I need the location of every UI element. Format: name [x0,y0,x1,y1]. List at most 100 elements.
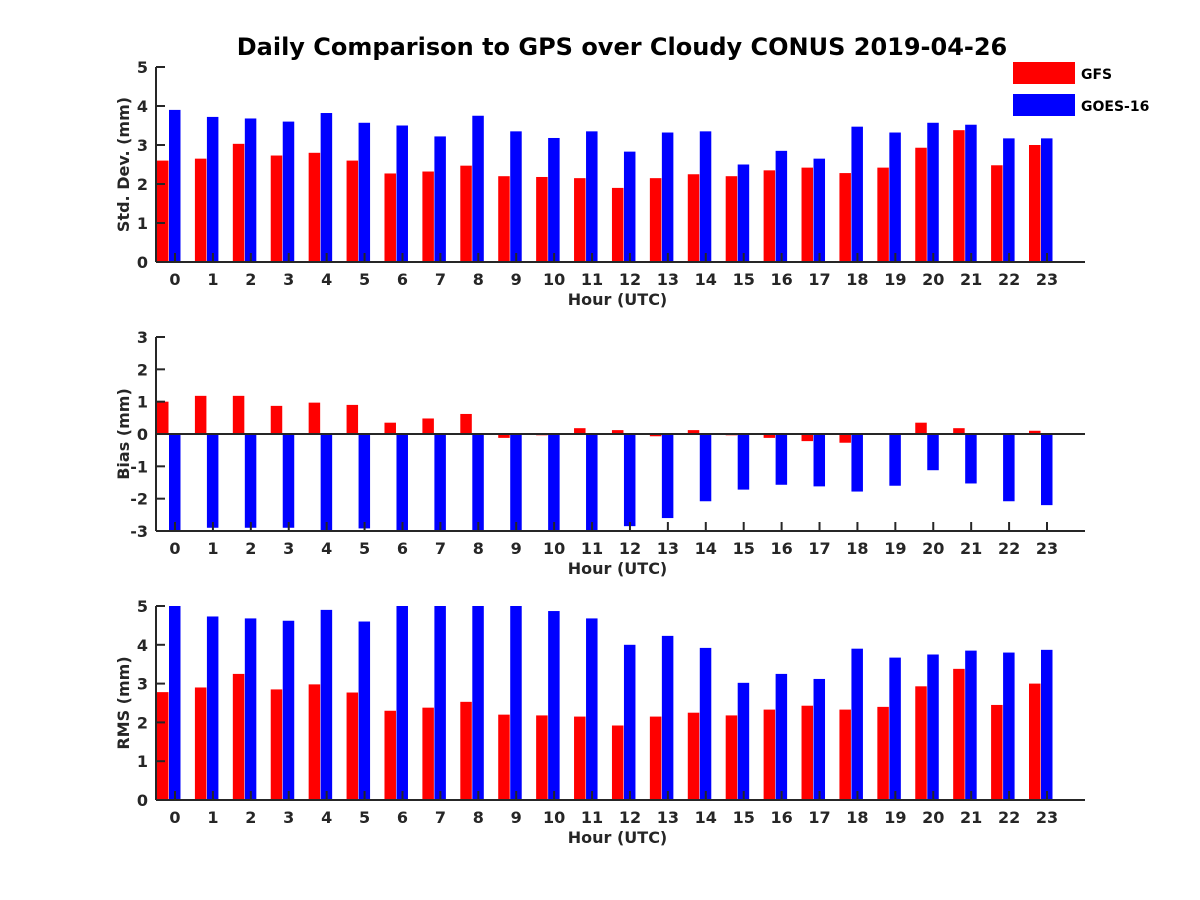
bar-gfs-hour-7 [422,418,434,434]
x-tick-label: 10 [543,808,565,827]
bar-goes16-hour-7 [434,136,446,262]
bar-gfs-hour-18 [839,173,851,262]
x-tick-label: 19 [884,808,906,827]
x-tick-label: 20 [922,539,944,558]
bar-goes16-hour-3 [282,434,295,528]
bar-goes16-hour-6 [396,434,408,531]
y-tick-label: 5 [137,597,148,616]
y-tick-label: 4 [137,636,148,655]
y-tick-label: 2 [137,360,148,379]
x-tick-label: 6 [397,539,408,558]
y-tick-label: 3 [137,328,148,347]
bar-gfs-hour-1 [194,687,207,800]
bar-gfs-hour-9 [498,176,510,262]
bar-gfs-hour-0 [157,160,169,262]
x-tick-label: 6 [397,270,408,289]
bar-goes16-hour-13 [661,132,674,262]
bar-gfs-hour-5 [346,692,359,800]
legend-swatch-gfs [1013,62,1075,84]
x-tick-label: 1 [207,539,218,558]
x-tick-label: 18 [846,539,868,558]
bar-goes16-hour-23 [1041,138,1053,262]
bar-goes16-hour-12 [623,434,636,527]
bar-gfs-hour-4 [308,684,321,800]
x-tick-label: 5 [359,539,370,558]
bar-goes16-hour-1 [206,116,219,262]
x-tick-label: 5 [359,808,370,827]
bar-goes16-hour-21 [965,434,977,484]
x-tick-label: 7 [435,808,446,827]
bar-gfs-hour-3 [270,405,283,434]
x-tick-label: 21 [960,539,982,558]
x-tick-label: 17 [808,539,830,558]
bar-gfs-hour-6 [384,173,396,262]
bar-goes16-hour-14 [699,647,712,800]
bar-gfs-hour-20 [915,422,927,434]
bar-goes16-hour-18 [851,434,863,492]
bar-gfs-hour-15 [725,715,738,800]
bar-goes16-hour-20 [927,122,939,263]
bar-gfs-hour-6 [384,422,396,434]
x-tick-label: 10 [543,539,565,558]
x-tick-label: 2 [245,270,256,289]
x-tick-label: 3 [283,270,294,289]
bar-gfs-hour-21 [953,668,965,800]
bar-goes16-hour-14 [699,434,712,502]
bar-goes16-hour-15 [737,164,750,262]
bar-gfs-hour-12 [611,430,624,434]
x-tick-label: 21 [960,808,982,827]
bar-goes16-hour-0 [169,434,181,531]
x-tick-label: 11 [581,539,603,558]
bar-goes16-hour-5 [358,434,371,529]
y-axis-label: Bias (mm) [114,388,133,480]
y-tick-label: -1 [130,457,148,476]
x-tick-label: 4 [321,808,332,827]
y-tick-label: 2 [137,713,148,732]
bar-gfs-hour-7 [422,171,434,262]
bar-goes16-hour-7 [434,606,446,800]
x-tick-label: 19 [884,539,906,558]
bar-gfs-hour-0 [157,692,169,800]
bar-gfs-hour-1 [194,395,207,434]
x-tick-label: 16 [770,808,792,827]
bar-goes16-hour-8 [472,434,484,531]
bar-gfs-hour-14 [687,174,700,262]
bar-gfs-hour-5 [346,160,359,262]
bar-gfs-hour-9 [498,434,510,438]
bar-gfs-hour-13 [649,716,662,800]
x-tick-label: 2 [245,808,256,827]
bar-gfs-hour-2 [232,395,245,434]
bar-gfs-hour-8 [460,413,472,434]
bar-goes16-hour-17 [813,158,826,262]
bar-goes16-hour-8 [472,115,484,262]
x-tick-label: 12 [619,808,641,827]
x-tick-label: 4 [321,539,332,558]
x-tick-label: 16 [770,270,792,289]
bar-goes16-hour-4 [320,113,333,263]
x-tick-label: 13 [657,808,679,827]
bar-gfs-hour-20 [915,147,927,262]
bar-goes16-hour-10 [548,137,560,262]
x-tick-label: 23 [1036,270,1058,289]
y-tick-label: 2 [137,175,148,194]
x-tick-label: 15 [733,808,755,827]
bar-gfs-hour-4 [308,152,321,262]
bar-gfs-hour-8 [460,701,472,800]
bar-goes16-hour-18 [851,126,863,262]
bar-goes16-hour-10 [548,434,560,531]
bar-gfs-hour-13 [649,434,662,437]
y-tick-label: -2 [130,490,148,509]
bar-goes16-hour-15 [737,434,750,490]
bar-goes16-hour-13 [661,434,674,519]
y-tick-label: 3 [137,136,148,155]
bar-goes16-hour-2 [244,618,257,800]
x-tick-label: 3 [283,808,294,827]
bar-gfs-hour-1 [194,158,207,262]
x-tick-label: 14 [695,539,717,558]
bar-goes16-hour-13 [661,635,674,800]
y-tick-label: 1 [137,393,148,412]
bar-gfs-hour-14 [687,430,700,434]
bar-gfs-hour-18 [839,434,851,443]
